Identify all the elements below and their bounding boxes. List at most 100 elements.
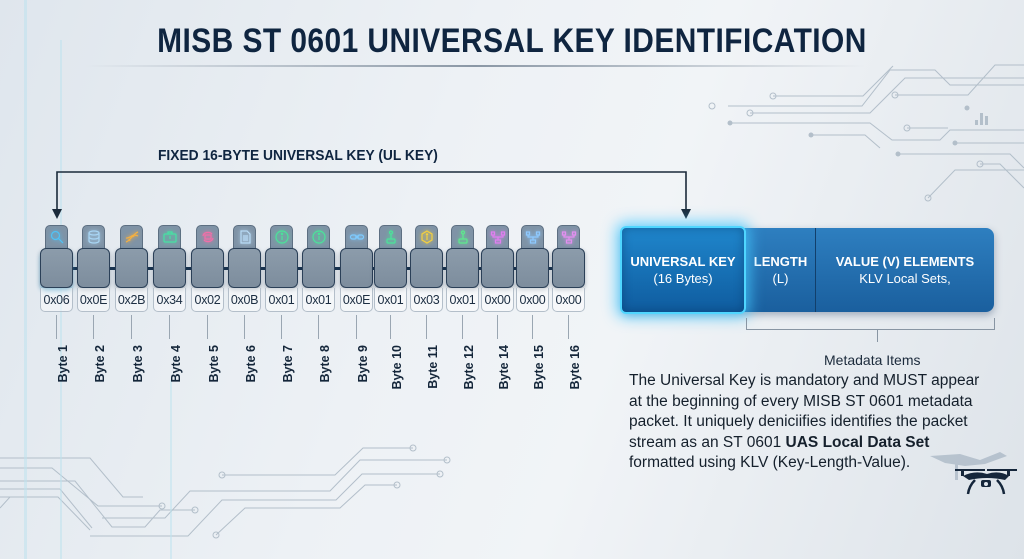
byte-label-tick <box>426 315 427 339</box>
byte-cell-1: 0x06 <box>40 225 73 315</box>
klv-packet-diagram: LENGTH (L) VALUE (V) ELEMENTS KLV Local … <box>620 226 994 314</box>
klv-length-title: LENGTH <box>753 254 808 269</box>
briefcase-icon <box>158 225 181 249</box>
byte-label-text: Byte 4 <box>169 345 183 383</box>
byte-hex-value: 0x0B <box>228 288 261 312</box>
byte-hex-value: 0x06 <box>40 288 73 312</box>
byte-label-text: Byte 8 <box>318 345 332 383</box>
network-icon <box>557 225 580 249</box>
klv-value-title: VALUE (V) ELEMENTS <box>835 254 975 269</box>
hexagon-info-icon <box>415 225 438 249</box>
byte-label-9: Byte 9 <box>340 315 373 405</box>
byte-sequence: 0x06 0x0E 0x2B 0x34 0x02 0x0B 0x01 0x01 0x0E 0x01… <box>40 225 585 315</box>
description-text: The Universal Key is mandatory and MUST … <box>629 371 989 474</box>
byte-hex-value: 0x01 <box>265 288 298 312</box>
byte-label-tick <box>131 315 132 339</box>
byte-cell-5: 0x02 <box>191 225 224 315</box>
byte-box <box>552 248 585 288</box>
byte-box <box>265 248 298 288</box>
byte-cell-2: 0x0E <box>77 225 110 315</box>
byte-label-tick <box>244 315 245 339</box>
description-bold-term: UAS Local Data Set <box>785 433 930 451</box>
byte-label-text: Byte 12 <box>462 345 476 390</box>
byte-label-8: Byte 8 <box>302 315 335 405</box>
byte-cell-9: 0x0E <box>340 225 373 315</box>
byte-cell-14: 0x00 <box>516 225 549 315</box>
byte-labels: Byte 1 Byte 2 Byte 3 Byte 4 Byte 5 Byte 6 Byte… <box>40 315 585 405</box>
byte-label-text: Byte 11 <box>426 345 440 389</box>
byte-label-tick <box>281 315 282 339</box>
metadata-bracket-stem <box>877 330 878 342</box>
joystick-icon <box>379 225 402 249</box>
byte-box <box>228 248 261 288</box>
byte-box <box>374 248 407 288</box>
byte-label-tick <box>207 315 208 339</box>
byte-label-tick <box>532 315 533 339</box>
info-icon <box>307 225 330 249</box>
byte-hex-value: 0x01 <box>302 288 335 312</box>
byte-cell-10: 0x01 <box>374 225 407 315</box>
drone-icon <box>930 452 1017 495</box>
byte-label-text: Byte 9 <box>356 345 370 383</box>
byte-label-11: Byte 11 <box>410 315 443 405</box>
ul-key-label: FIXED 16-BYTE UNIVERSAL KEY (UL KEY) <box>158 147 438 164</box>
metadata-items-label: Metadata Items <box>824 352 921 368</box>
search-icon <box>45 225 68 249</box>
byte-box <box>302 248 335 288</box>
description-part-2: formatted using KLV (Key-Length-Value). <box>629 454 911 471</box>
title-divider <box>85 65 865 67</box>
sync-icon <box>196 225 219 249</box>
byte-label-tick <box>390 315 391 339</box>
byte-label-7: Byte 7 <box>265 315 298 405</box>
byte-box <box>77 248 110 288</box>
byte-hex-value: 0x0E <box>77 288 110 312</box>
byte-hex-value: 0x34 <box>153 288 186 312</box>
klv-key-title: UNIVERSAL KEY <box>630 254 736 269</box>
klv-length-subtitle: (L) <box>772 271 789 286</box>
byte-label-6: Byte 6 <box>228 315 261 405</box>
byte-label-tick <box>56 315 57 339</box>
byte-label-text: Byte 1 <box>56 345 70 383</box>
byte-label-tick <box>462 315 463 339</box>
byte-box <box>340 248 373 288</box>
byte-label-14: Byte 15 <box>516 315 549 405</box>
byte-label-1: Byte 1 <box>40 315 73 405</box>
byte-cell-12: 0x01 <box>446 225 479 315</box>
database-icon <box>82 225 105 249</box>
byte-box <box>516 248 549 288</box>
byte-hex-value: 0x01 <box>374 288 407 312</box>
byte-label-5: Byte 5 <box>191 315 224 405</box>
byte-label-text: Byte 15 <box>532 345 546 390</box>
link-chain-icon <box>345 225 368 249</box>
byte-label-2: Byte 2 <box>77 315 110 405</box>
byte-hex-value: 0x03 <box>410 288 443 312</box>
byte-label-text: Byte 6 <box>244 345 258 383</box>
byte-label-text: Byte 14 <box>497 345 511 390</box>
byte-box <box>410 248 443 288</box>
byte-label-3: Byte 3 <box>115 315 148 405</box>
byte-cell-8: 0x01 <box>302 225 335 315</box>
byte-label-tick <box>318 315 319 339</box>
byte-label-tick <box>169 315 170 339</box>
byte-cell-13: 0x00 <box>481 225 514 315</box>
byte-label-tick <box>93 315 94 339</box>
klv-length-segment: LENGTH (L) <box>746 228 816 312</box>
byte-label-text: Byte 2 <box>93 345 107 383</box>
byte-hex-value: 0x02 <box>191 288 224 312</box>
byte-hex-value: 0x00 <box>552 288 585 312</box>
byte-cell-4: 0x34 <box>153 225 186 315</box>
page-title: MISB ST 0601 UNIVERSAL KEY IDENTIFICATIO… <box>157 22 867 60</box>
byte-label-tick <box>497 315 498 339</box>
byte-label-text: Byte 7 <box>281 345 295 383</box>
byte-label-13: Byte 14 <box>481 315 514 405</box>
byte-box <box>481 248 514 288</box>
byte-box <box>115 248 148 288</box>
byte-hex-value: 0x00 <box>481 288 514 312</box>
network-icon <box>521 225 544 249</box>
byte-box <box>153 248 186 288</box>
info-icon <box>270 225 293 249</box>
byte-hex-value: 0x01 <box>446 288 479 312</box>
byte-label-text: Byte 5 <box>207 345 221 383</box>
byte-cell-7: 0x01 <box>265 225 298 315</box>
byte-cell-6: 0x0B <box>228 225 261 315</box>
